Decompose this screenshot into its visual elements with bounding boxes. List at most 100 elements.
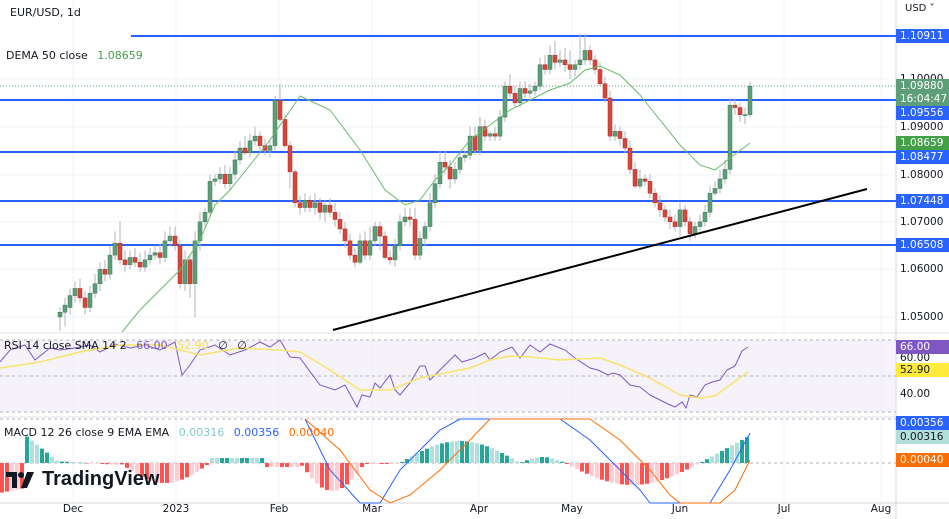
macd-histogram-bar (335, 463, 339, 491)
rsi-extra-2: ∅ (237, 339, 247, 352)
candle-body (492, 133, 498, 137)
candle-body (532, 85, 538, 92)
time-tick-label: Aug (870, 503, 892, 515)
candle-body (612, 131, 618, 137)
macd-histogram-bar (605, 463, 609, 482)
candle-body (202, 212, 208, 223)
candle-body (697, 221, 703, 227)
macd-histogram-bar (725, 448, 729, 463)
macd-histogram-bar (675, 463, 679, 475)
macd-histogram-bar (35, 444, 39, 463)
candle-body (567, 64, 573, 70)
candle-body (392, 245, 398, 261)
candle-body (572, 64, 578, 70)
candle-body (587, 50, 593, 61)
candle-body (582, 50, 588, 61)
macd-histogram-bar (350, 463, 354, 480)
macd-signal-line (304, 418, 751, 504)
price-tag: 1.06508 (896, 238, 949, 252)
macd-histogram-bar (570, 463, 574, 467)
candle-body (362, 240, 368, 256)
candle-body (717, 178, 723, 189)
candle-body (622, 138, 628, 149)
macd-histogram-bar (55, 460, 59, 463)
candle-body (367, 240, 373, 256)
macd-histogram-bar (305, 463, 309, 473)
time-tick-label: Jun (671, 503, 689, 515)
macd-label: MACD 12 26 close 9 EMA EMA (4, 426, 170, 439)
candle-body (467, 135, 473, 156)
currency-selector[interactable]: USD ˅ (905, 3, 935, 14)
candle-body (342, 228, 348, 242)
candle-body (312, 202, 318, 208)
macd-histogram-bar (75, 462, 79, 463)
candle-body (402, 216, 408, 223)
macd-histogram-bar (645, 463, 649, 484)
candle-body (352, 254, 358, 263)
macd-histogram-bar (395, 463, 399, 464)
macd-histogram-bar (480, 444, 484, 463)
candle-body (662, 209, 668, 218)
macd-hist-value: 0.00316 (178, 426, 225, 439)
macd-histogram-bar (610, 463, 614, 483)
price-tag: 16:04:47 (896, 92, 949, 106)
candle-body (577, 59, 583, 65)
candle-body (87, 292, 93, 308)
macd-histogram-bar (575, 463, 579, 470)
macd-histogram-bar (285, 463, 289, 467)
candle-body (97, 269, 103, 284)
macd-legend[interactable]: MACD 12 26 close 9 EMA EMA 0.00316 0.003… (4, 426, 340, 439)
macd-histogram-bar (385, 463, 389, 464)
macd-histogram-bar (360, 463, 364, 468)
candle-body (512, 93, 518, 104)
candle-body (247, 140, 253, 154)
macd-histogram-bar (635, 463, 639, 485)
candle-body (707, 192, 713, 213)
macd-histogram-bar (100, 463, 104, 464)
price-tick-label: 1.09000 (900, 121, 944, 133)
candle-body (742, 114, 748, 116)
trendline (332, 188, 868, 331)
macd-histogram-bar (85, 463, 89, 464)
macd-histogram-bar (0, 463, 4, 493)
macd-histogram-bar (25, 436, 29, 463)
macd-histogram-bar (690, 463, 694, 468)
macd-histogram-bar (550, 458, 554, 463)
candle-body (112, 242, 118, 256)
macd-histogram-bar (365, 463, 369, 464)
macd-histogram-bar (40, 448, 44, 463)
macd-histogram-bar (180, 463, 184, 480)
macd-histogram-bar (430, 446, 434, 463)
macd-histogram-bar (745, 437, 749, 463)
macd-histogram-bar (600, 463, 604, 480)
rsi-legend[interactable]: RSI 14 close SMA 14 2 66.00 52.90 ∅ ∅ (4, 339, 253, 352)
dema-legend[interactable]: DEMA 50 close 1.08659 (6, 49, 149, 62)
candle-body (527, 90, 533, 94)
candle-body (142, 259, 148, 268)
price-tag: 1.08659 (896, 136, 949, 150)
macd-histogram-bar (420, 451, 424, 463)
candle-body (522, 88, 528, 94)
candle-body (562, 59, 568, 65)
macd-histogram-bar (415, 453, 419, 463)
macd-histogram-bar (545, 457, 549, 463)
tradingview-logo-icon (6, 471, 34, 488)
macd-histogram-bar (625, 463, 629, 485)
candle-body (182, 259, 188, 284)
candle-body (672, 221, 678, 227)
candle-body (327, 204, 333, 213)
candle-body (292, 171, 298, 204)
candle-body (727, 104, 733, 170)
candle-body (602, 83, 608, 99)
macd-histogram-bar (730, 445, 734, 463)
candle-body (132, 257, 138, 263)
dema-label: DEMA 50 close (6, 49, 88, 62)
macd-histogram-bar (685, 463, 689, 470)
candle-body (272, 100, 278, 146)
tradingview-logo[interactable]: TradingView (6, 468, 159, 491)
macd-histogram-bar (30, 440, 34, 463)
price-tag: 1.10911 (896, 29, 949, 43)
candle-body (242, 147, 248, 154)
macd-histogram-bar (495, 450, 499, 463)
